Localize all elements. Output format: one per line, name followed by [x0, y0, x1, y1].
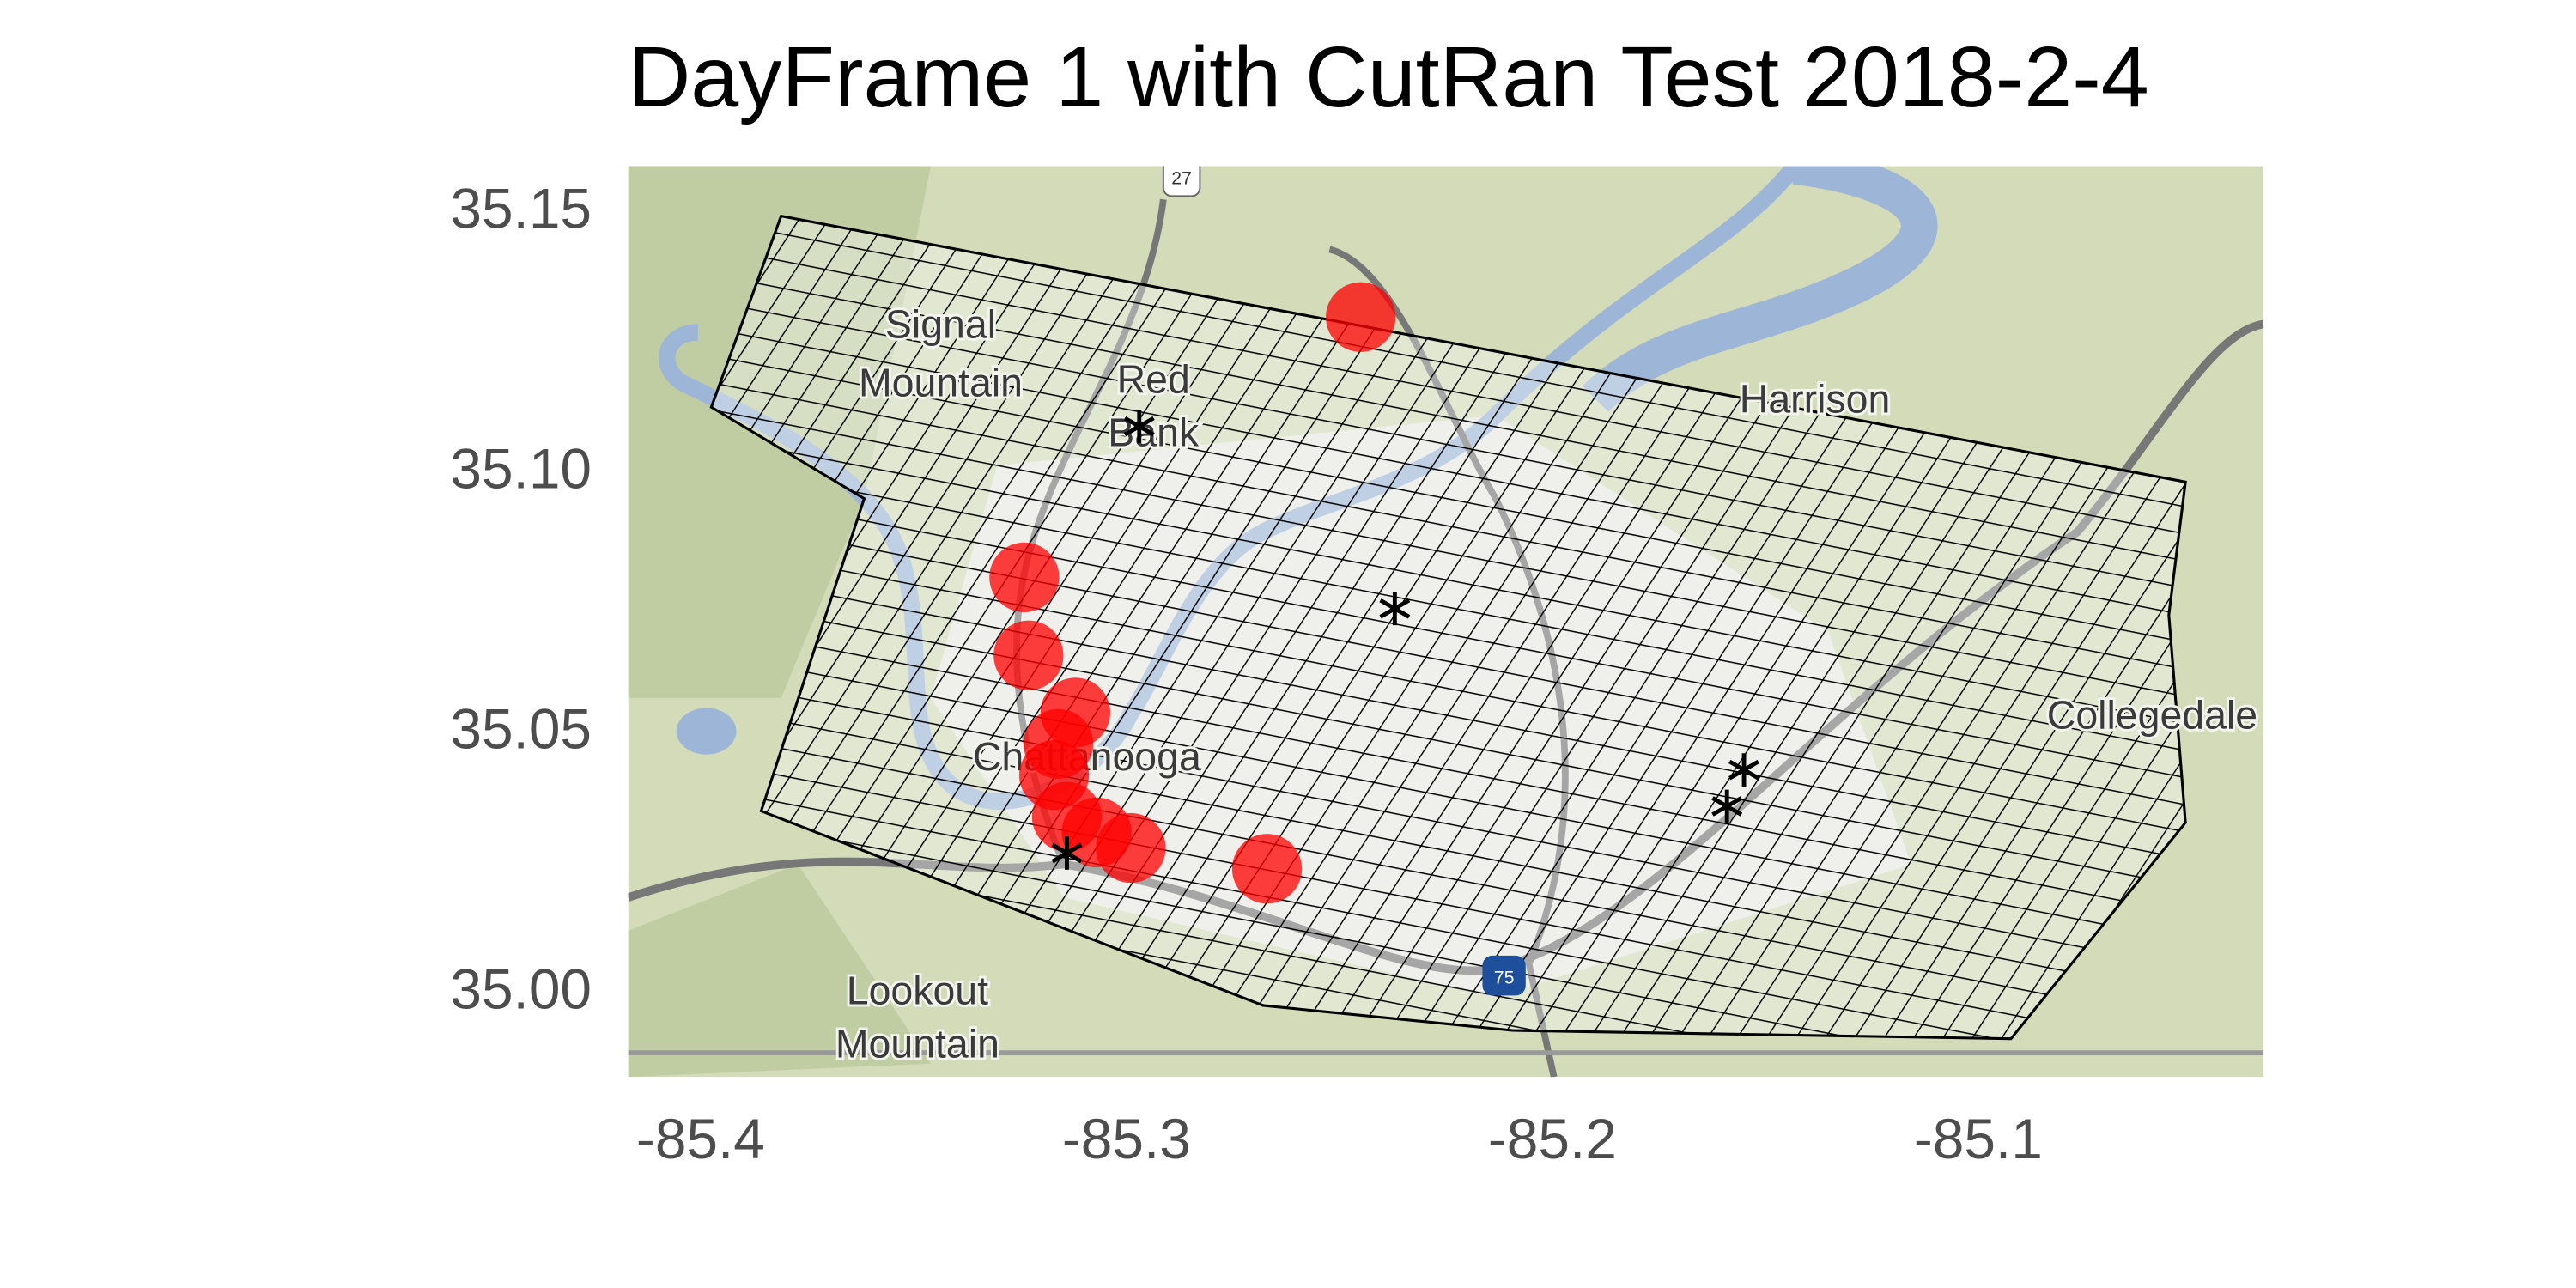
station: [1379, 592, 1411, 626]
terrain: [628, 864, 931, 1078]
interstate-shield: [1482, 955, 1526, 996]
y-tick-label: 35.05: [450, 696, 592, 760]
point: [989, 542, 1060, 612]
lake: [676, 708, 737, 755]
point: [1326, 282, 1396, 352]
station: [1051, 836, 1083, 870]
map: SignalMountainRedBankChattanoogaHarrison…: [628, 166, 2264, 1078]
map-label: 75: [1494, 968, 1515, 988]
lake: [1583, 166, 1938, 412]
x-tick-label: -85.2: [1488, 1107, 1617, 1170]
map-label: Collegedale: [2047, 692, 2257, 737]
map-label: Signal: [885, 302, 996, 347]
map-label: Mountain: [835, 1022, 999, 1066]
map-label: Red: [1117, 356, 1190, 401]
x-tick-label: -85.3: [1062, 1107, 1191, 1170]
state-line: [628, 1050, 2264, 1056]
point: [993, 620, 1064, 690]
y-tick-label: 35.00: [450, 957, 592, 1020]
chart-title: DayFrame 1 with CutRan Test 2018-2-4: [629, 29, 2149, 125]
map-label: Lookout: [847, 969, 988, 1013]
marks: [989, 282, 1760, 904]
station: [1728, 753, 1760, 787]
map-label: 27: [1171, 168, 1192, 189]
route-shield: [1162, 166, 1201, 197]
station: [1123, 410, 1155, 443]
point: [1231, 834, 1303, 904]
point: [1096, 812, 1166, 884]
map-label: Mountain: [859, 360, 1023, 404]
x-tick-label: -85.1: [1914, 1107, 2043, 1170]
y-tick-label: 35.10: [450, 436, 592, 500]
x-tick-label: -85.4: [636, 1107, 765, 1170]
map-label: Harrison: [1740, 377, 1890, 422]
station: [1711, 789, 1743, 823]
y-tick-label: 35.15: [450, 176, 592, 240]
map-label: Bank: [1108, 410, 1200, 454]
